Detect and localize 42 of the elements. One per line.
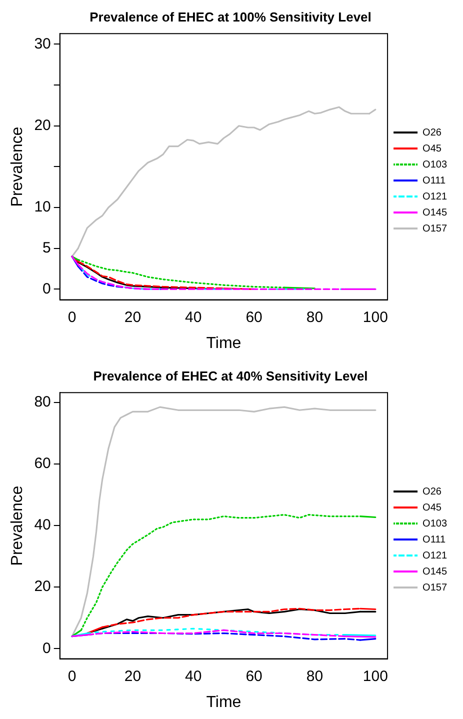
legend-label: O121 — [422, 191, 448, 202]
legend-label: O103 — [422, 518, 448, 530]
x-axis-title: Time — [206, 694, 242, 711]
legend-label: O157 — [422, 223, 448, 234]
y-tick-label: 0 — [42, 280, 51, 298]
legend-label: O45 — [422, 502, 442, 514]
x-tick-label: 80 — [306, 308, 324, 326]
y-tick-label: 10 — [34, 198, 51, 216]
legend-label: O111 — [422, 534, 446, 546]
x-tick-label: 20 — [124, 668, 142, 685]
y-tick-label: 60 — [34, 455, 51, 472]
x-tick-label: 0 — [68, 668, 76, 685]
x-tick-label: 80 — [306, 668, 324, 685]
legend-label: O145 — [422, 566, 448, 578]
x-tick-label: 0 — [68, 308, 76, 326]
legend-label: O45 — [422, 143, 442, 154]
legend-label: O26 — [422, 127, 442, 138]
x-tick-label: 100 — [362, 668, 388, 685]
chart-title: Prevalence of EHEC at 100% Sensitivity Level — [90, 9, 372, 24]
y-axis-title: Prevalence — [9, 126, 26, 207]
x-tick-label: 60 — [246, 668, 262, 685]
x-tick-label: 60 — [246, 308, 262, 326]
legend-label: O157 — [422, 582, 448, 594]
x-tick-label: 20 — [124, 308, 142, 326]
legend-label: O111 — [422, 175, 446, 186]
y-tick-label: 20 — [34, 117, 51, 134]
legend-label: O103 — [422, 159, 448, 170]
x-axis-title: Time — [206, 334, 242, 352]
legend-label: O26 — [422, 486, 442, 498]
x-tick-label: 100 — [362, 308, 388, 326]
y-tick-label: 5 — [42, 239, 51, 256]
y-tick-label: 40 — [34, 516, 51, 534]
y-tick-label: 80 — [34, 394, 51, 411]
x-tick-label: 40 — [185, 668, 202, 685]
y-tick-label: 30 — [34, 35, 51, 52]
legend-label: O145 — [422, 207, 448, 218]
x-tick-label: 40 — [185, 308, 202, 326]
y-axis-title: Prevalence — [9, 486, 26, 566]
y-tick-label: 0 — [42, 640, 51, 657]
legend-label: O121 — [422, 550, 448, 562]
y-tick-label: 20 — [34, 578, 51, 596]
chart-title: Prevalence of EHEC at 40% Sensitivity Level — [93, 368, 368, 384]
